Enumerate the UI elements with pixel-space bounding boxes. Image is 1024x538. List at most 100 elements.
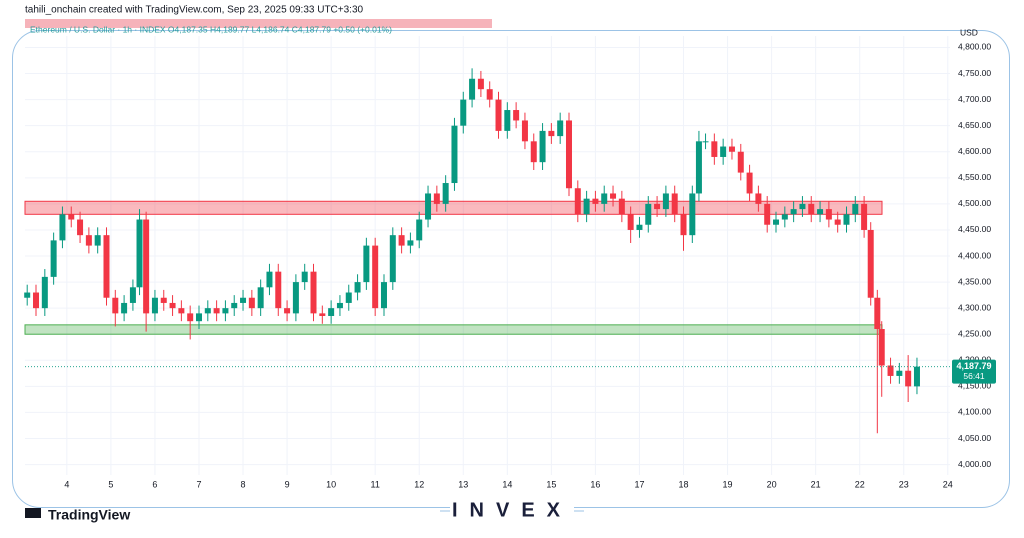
zone [24, 200, 883, 215]
candle-body [477, 78, 484, 90]
candle-body [94, 235, 101, 246]
x-tick-label: 6 [152, 479, 157, 489]
highlight [25, 19, 492, 28]
candle-body [746, 172, 753, 194]
brand: TradingView [48, 507, 130, 523]
candle-body [539, 130, 546, 163]
candle-body [425, 193, 432, 220]
candle-body [363, 245, 370, 283]
x-tick-label: 5 [108, 479, 113, 489]
candle-body [548, 130, 555, 137]
candle-body [85, 235, 92, 246]
candle-body [764, 203, 771, 225]
candle-body [834, 219, 841, 225]
candle-body [195, 313, 202, 322]
candle-body [160, 297, 167, 303]
zone [24, 324, 883, 335]
x-tick-label: 18 [679, 479, 689, 489]
y-tick-label: 4,650.00 [958, 120, 991, 130]
x-tick-label: 22 [855, 479, 865, 489]
x-tick-label: 4 [64, 479, 69, 489]
candle-body [178, 308, 185, 314]
candle-body [103, 235, 110, 298]
y-tick-label: 4,250.00 [958, 328, 991, 338]
candle-body [41, 276, 48, 309]
x-tick-label: 10 [326, 479, 336, 489]
candle-body [720, 146, 727, 157]
x-tick-label: 11 [371, 479, 380, 489]
candle-body [781, 214, 788, 220]
candle-body [601, 193, 608, 204]
candle-body [583, 198, 590, 215]
candle-body [610, 193, 617, 199]
candle-body [689, 193, 696, 236]
candle-body [275, 271, 282, 309]
candle-body [389, 235, 396, 283]
candle-body [905, 370, 912, 387]
x-tick-label: 13 [458, 479, 468, 489]
candle-body [257, 287, 264, 309]
y-tick-label: 4,800.00 [958, 42, 991, 52]
candle-body [702, 141, 709, 143]
candle-body [112, 297, 119, 314]
candle-body [328, 308, 335, 316]
candle-body [513, 110, 520, 121]
candle-body [59, 214, 66, 241]
candle-body [808, 203, 815, 215]
x-tick-label: 19 [723, 479, 733, 489]
candle-body [354, 282, 361, 293]
candle-body [248, 297, 255, 309]
candle-body [671, 193, 678, 215]
candle-body [143, 219, 150, 314]
candle-body [151, 297, 158, 314]
candle-body [825, 209, 832, 220]
candle-body [301, 271, 308, 283]
candle-body [222, 308, 229, 314]
candle-body [121, 302, 128, 314]
candle-body [33, 292, 40, 309]
y-tick-label: 4,600.00 [958, 146, 991, 156]
price-tag-label: 4,187.79 [956, 361, 991, 371]
candle-body [77, 219, 84, 236]
candle-body [213, 308, 220, 314]
y-tick-label: 4,100.00 [958, 407, 991, 417]
candle-body [887, 365, 894, 376]
candle-body [654, 203, 661, 210]
candle-body [695, 141, 702, 194]
candle-body [68, 214, 75, 220]
candle-body [372, 245, 379, 309]
candle-body [380, 282, 387, 309]
candle-body [874, 297, 881, 330]
x-tick-label: 12 [414, 479, 424, 489]
candle-body [407, 240, 414, 246]
candle-body [284, 308, 291, 314]
candle-body [486, 89, 493, 100]
y-tick-label: 4,750.00 [958, 68, 991, 78]
y-tick-label: 4,400.00 [958, 250, 991, 260]
candle-body [636, 224, 643, 230]
x-tick-label: 23 [899, 479, 909, 489]
candle-body [645, 203, 652, 225]
x-tick-label: 20 [767, 479, 777, 489]
y-tick-label: 4,050.00 [958, 433, 991, 443]
x-tick-label: 16 [590, 479, 600, 489]
watermark: INVEX [452, 499, 572, 521]
candle-body [817, 209, 824, 215]
candle-body [574, 188, 581, 215]
candle-body [187, 313, 194, 322]
candle-body [169, 302, 176, 309]
candle-body [433, 193, 440, 204]
candle-body [913, 366, 920, 387]
candle-body [852, 203, 859, 215]
y-tick-label: 4,550.00 [958, 172, 991, 182]
x-tick-label: 7 [196, 479, 201, 489]
candle-body [204, 308, 211, 314]
candle-body [662, 193, 669, 210]
candle-body [557, 120, 564, 137]
y-tick-label: 4,150.00 [958, 381, 991, 391]
candle-body [240, 297, 247, 303]
legend: Ethereum / U.S. Dollar · 1h · INDEX O4,1… [30, 24, 392, 34]
candle-body [521, 120, 528, 142]
y-tick-label: 4,450.00 [958, 224, 991, 234]
